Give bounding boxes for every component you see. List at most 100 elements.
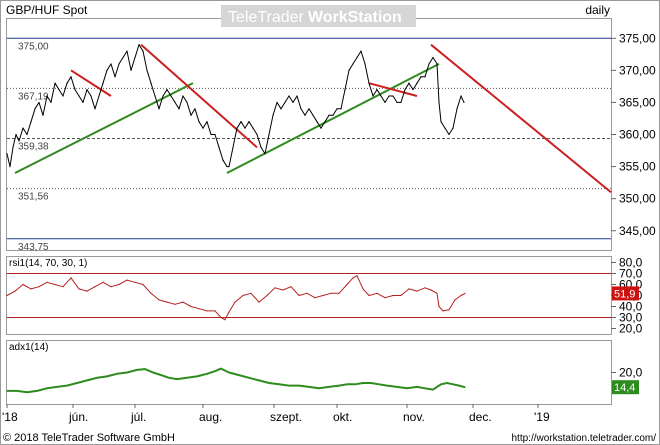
price-line-point bbox=[438, 101, 440, 104]
price-line-point bbox=[78, 95, 80, 97]
trendline-5[interactable] bbox=[430, 43, 612, 194]
rsi-line-point bbox=[416, 290, 418, 292]
adx-line-point bbox=[126, 371, 128, 374]
price-line-point bbox=[22, 127, 24, 129]
price-line-point bbox=[316, 121, 318, 123]
price-line-point bbox=[384, 101, 386, 104]
adx-line-point bbox=[328, 386, 330, 388]
rsi-line-point bbox=[424, 287, 426, 289]
price-line-point bbox=[102, 82, 104, 84]
trendline-4[interactable] bbox=[70, 69, 112, 97]
adx-line-point bbox=[338, 385, 340, 387]
adx-line-point bbox=[370, 382, 372, 384]
price-line-point bbox=[324, 121, 326, 123]
price-line-point bbox=[424, 76, 426, 78]
adx-line-point bbox=[288, 385, 290, 387]
price-line-point bbox=[162, 95, 164, 97]
rsi-line-point bbox=[206, 310, 208, 312]
price-line-point bbox=[400, 101, 402, 104]
price-y-axis: 345,00 350,00 355,00 360,00 365,00 370,00 375,… bbox=[611, 31, 656, 238]
x-tick-label: okt. bbox=[333, 410, 352, 424]
rsi-line-point bbox=[22, 283, 24, 286]
rsi-line-point bbox=[54, 283, 56, 286]
rsi-line-point bbox=[306, 292, 308, 294]
x-tick-label: júl. bbox=[130, 410, 146, 424]
trendline-2[interactable] bbox=[140, 43, 258, 149]
price-line-point bbox=[186, 101, 188, 104]
price-line-point bbox=[126, 50, 128, 52]
price-line-point bbox=[268, 133, 270, 136]
rsi-line-point bbox=[338, 292, 340, 294]
rsi-line-point bbox=[134, 281, 136, 283]
source-url[interactable]: http://workstation.teletrader.com/ bbox=[511, 433, 656, 444]
adx-line-point bbox=[76, 382, 78, 384]
price-line-point bbox=[202, 127, 204, 129]
adx-line-point bbox=[186, 377, 188, 379]
price-line-point bbox=[74, 88, 76, 91]
rsi-line-point bbox=[352, 277, 354, 279]
price-line-point bbox=[244, 127, 246, 129]
rsi-line-point bbox=[224, 319, 226, 321]
watermark: TeleTrader WorkStation bbox=[221, 5, 416, 27]
rsi-line-point bbox=[62, 286, 64, 288]
adx-y-axis: 20,0 14,4 bbox=[611, 366, 643, 395]
x-tick-label: aug. bbox=[199, 410, 222, 424]
rsi-line-point bbox=[46, 281, 48, 283]
price-line-point bbox=[18, 140, 20, 142]
price-line-point bbox=[412, 88, 414, 91]
watermark-brand: TeleTrader bbox=[228, 9, 305, 26]
price-axis-tick-label: 360,00 bbox=[619, 128, 656, 142]
price-line-point bbox=[248, 121, 250, 123]
price-line-point bbox=[396, 101, 398, 104]
watermark-background bbox=[221, 5, 416, 27]
price-line-point bbox=[30, 121, 32, 123]
price-line-point bbox=[456, 108, 458, 110]
rsi-line-point bbox=[118, 283, 120, 286]
price-line-point bbox=[432, 56, 434, 59]
price-line-point bbox=[232, 146, 234, 148]
rsi-line-point bbox=[448, 309, 450, 311]
price-line-point bbox=[252, 127, 254, 129]
level-label: 359,38 bbox=[18, 141, 49, 152]
price-line bbox=[6, 44, 465, 168]
x-tick-label: nov. bbox=[403, 410, 425, 424]
rsi-last-value-badge bbox=[612, 286, 639, 301]
adx-line-point bbox=[56, 386, 58, 388]
rsi-line-point bbox=[70, 277, 72, 279]
price-line-point bbox=[460, 95, 462, 97]
rsi-line-point bbox=[86, 290, 88, 292]
adx-line-point bbox=[298, 385, 300, 387]
trendline-3[interactable] bbox=[368, 82, 418, 97]
trendline-0[interactable] bbox=[14, 82, 194, 174]
adx-line-point bbox=[386, 385, 388, 387]
rsi-line bbox=[6, 275, 466, 321]
adx-line-point bbox=[136, 369, 138, 371]
adx-line-point bbox=[36, 390, 38, 392]
adx-line-point bbox=[168, 377, 170, 379]
price-line-point bbox=[218, 146, 220, 148]
price-line-point bbox=[304, 114, 306, 116]
adx-line-point bbox=[248, 377, 250, 379]
adx-axis-tick-label: 20,0 bbox=[619, 366, 643, 380]
symbol-title: GBP/HUF Spot bbox=[6, 3, 88, 17]
adx-title: adx1(14) bbox=[9, 342, 48, 353]
price-line-point bbox=[58, 88, 60, 91]
copyright-text: © 2018 TeleTrader Software GmbH bbox=[3, 432, 175, 444]
adx-line-point bbox=[452, 383, 454, 385]
price-line-point bbox=[154, 95, 156, 97]
price-line-point bbox=[328, 114, 330, 116]
trendlines bbox=[14, 43, 612, 194]
rsi-line-point bbox=[438, 305, 440, 308]
rsi-line-point bbox=[38, 286, 40, 288]
rsi-line-point bbox=[392, 294, 394, 297]
price-line-point bbox=[226, 165, 228, 168]
price-line-point bbox=[50, 101, 52, 104]
adx-line-point bbox=[96, 377, 98, 379]
adx-line-point bbox=[354, 383, 356, 385]
price-line-point bbox=[210, 133, 212, 136]
rsi-line-point bbox=[228, 311, 230, 313]
trendline-1[interactable] bbox=[226, 63, 440, 174]
